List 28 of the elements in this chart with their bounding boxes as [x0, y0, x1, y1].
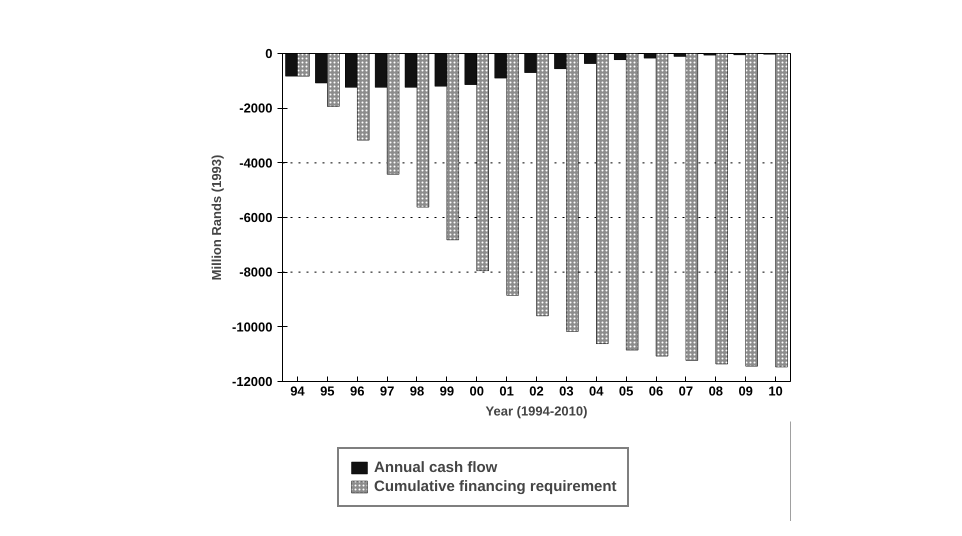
x-tick-label: 04 — [589, 384, 604, 398]
x-axis-title: Year (1994-2010) — [486, 404, 588, 418]
legend-label: Annual cash flow — [374, 459, 498, 476]
x-tick-label: 07 — [678, 384, 694, 398]
y-tick-label: -12000 — [232, 374, 273, 389]
x-tick-label: 06 — [648, 384, 664, 398]
y-axis-title: Million Rands (1993) — [209, 154, 224, 280]
x-tick-label: 99 — [440, 384, 454, 398]
x-tick-label: 10 — [768, 384, 783, 398]
x-tick-label: 02 — [529, 384, 544, 398]
x-tick-label: 03 — [559, 384, 574, 398]
y-tick-label: -8000 — [239, 264, 272, 280]
x-tick-label: 09 — [738, 384, 753, 398]
y-tick-label: -2000 — [239, 100, 272, 116]
y-tick-label: -10000 — [232, 319, 273, 334]
legend-label: Cumulative financing requirement — [374, 478, 617, 495]
x-tick-label: 05 — [618, 384, 634, 398]
x-tick-label: 00 — [470, 384, 484, 398]
y-tick-label: -6000 — [239, 210, 272, 225]
y-tick-label: -4000 — [239, 155, 272, 170]
y-tick-label: 0 — [265, 46, 273, 61]
x-tick-label: 95 — [320, 384, 335, 398]
x-tick-label: 96 — [350, 384, 364, 398]
x-tick-label: 01 — [499, 384, 514, 398]
x-tick-label: 08 — [708, 384, 724, 398]
x-tick-label: 97 — [380, 384, 394, 398]
x-tick-label: 94 — [290, 384, 306, 398]
x-tick-label: 98 — [410, 384, 424, 398]
